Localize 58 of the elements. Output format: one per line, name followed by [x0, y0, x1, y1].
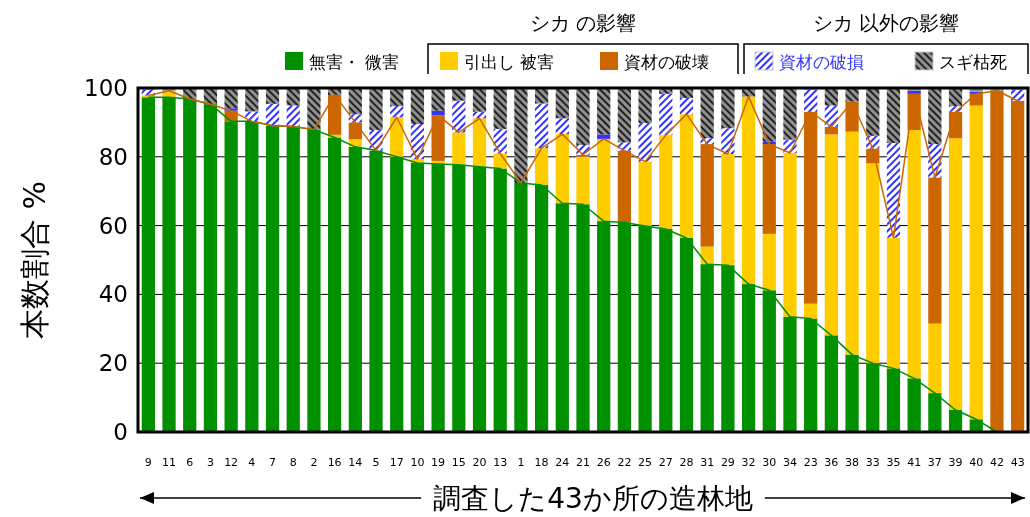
- legend-label: 資材の破壊: [624, 52, 709, 72]
- legend-label: 引出し 被害: [464, 52, 555, 72]
- x-tick-label: 23: [803, 456, 818, 469]
- legend-label: 資材の破損: [779, 52, 864, 72]
- text: シカ 以外の影響: [812, 11, 960, 35]
- x-tick-label: 20: [472, 456, 487, 469]
- x-tick-label: 42: [989, 456, 1004, 469]
- x-tick-label: 40: [969, 456, 984, 469]
- x-tick-label: 7: [269, 456, 277, 469]
- x-tick-label: 16: [327, 456, 342, 469]
- x-tick-label: 34: [782, 456, 797, 469]
- x-tick-label: 14: [348, 456, 363, 469]
- x-tick-label: 3: [206, 456, 214, 469]
- y-tick-label: 80: [98, 143, 128, 170]
- y-tick-label: 0: [113, 419, 128, 445]
- x-tick-label: 4: [248, 456, 256, 469]
- x-tick-label: 17: [389, 456, 404, 469]
- x-axis-title: 調査した43か所の造林地: [433, 482, 753, 515]
- x-tick-label: 15: [451, 456, 466, 469]
- x-tick-label: 27: [658, 456, 673, 469]
- x-tick-label: 37: [927, 456, 942, 469]
- y-tick-label: 60: [98, 212, 128, 239]
- x-tick-label: 18: [534, 456, 549, 469]
- x-tick-label: 32: [741, 456, 756, 469]
- x-tick-label: 11: [162, 456, 177, 469]
- x-tick-label: 35: [886, 456, 901, 469]
- x-tick-label: 24: [555, 456, 570, 469]
- x-tick-label: 13: [493, 456, 508, 469]
- x-tick-label: 2: [310, 456, 318, 469]
- x-tick-label: 41: [907, 456, 922, 469]
- x-tick-label: 28: [679, 456, 694, 469]
- x-tick-label: 1: [517, 456, 525, 469]
- x-tick-label: 38: [845, 456, 860, 469]
- x-tick-label: 30: [762, 456, 777, 469]
- x-tick-label: 19: [431, 456, 446, 469]
- x-tick-label: 33: [865, 456, 880, 469]
- x-tick-label: 5: [372, 456, 380, 469]
- x-tick-label: 31: [700, 456, 715, 469]
- text: シカ の影響: [529, 11, 637, 35]
- legend-label: 無害・ 微害: [309, 52, 400, 72]
- x-tick-label: 8: [289, 456, 297, 469]
- x-tick-label: 10: [410, 456, 425, 469]
- x-tick-label: 39: [948, 456, 963, 469]
- x-tick-label: 26: [596, 456, 611, 469]
- y-tick-label: 20: [98, 350, 128, 377]
- x-tick-label: 36: [824, 456, 839, 469]
- x-tick-label: 43: [1010, 456, 1025, 469]
- y-axis-title: 本数割合 %: [17, 180, 52, 340]
- legend-label: スギ枯死: [939, 52, 1007, 72]
- x-tick-label: 25: [638, 456, 653, 469]
- x-tick-label: 22: [617, 456, 632, 469]
- x-tick-label: 29: [720, 456, 735, 469]
- y-tick-label: 40: [98, 281, 128, 308]
- y-tick-label: 100: [84, 75, 128, 101]
- x-tick-label: 12: [224, 456, 239, 469]
- x-tick-label: 6: [186, 456, 194, 469]
- x-tick-label: 9: [144, 456, 152, 469]
- x-tick-label: 21: [576, 456, 590, 469]
